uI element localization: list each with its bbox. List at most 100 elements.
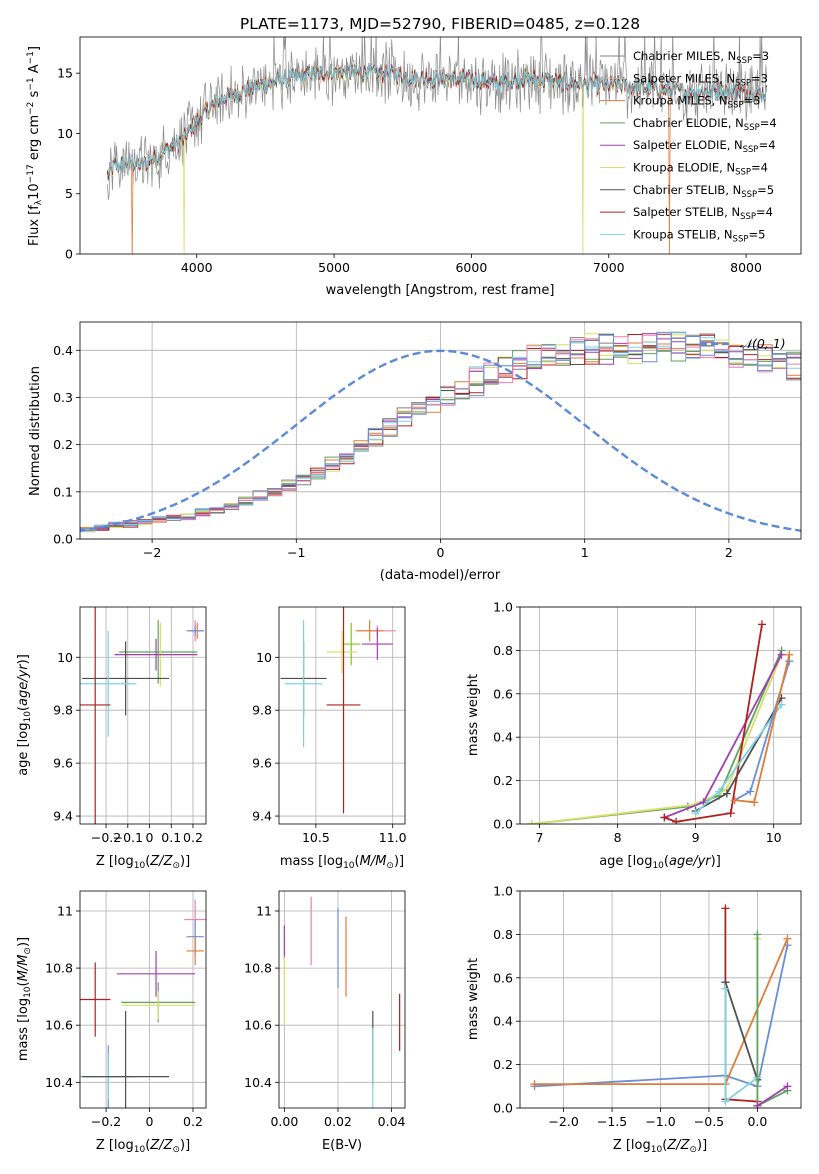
weight-line: [534, 938, 789, 1085]
weight-line: [756, 1085, 788, 1107]
x-tick-label: 0: [146, 830, 154, 845]
mass-z-xlabel: Z [log10(Z/Z⊙)]: [96, 1138, 190, 1155]
legend-label: Chabrier MILES, NSSP=3: [633, 49, 769, 66]
y-tick-label: 0.6: [493, 686, 513, 701]
x-tick-label: 0: [146, 1114, 154, 1129]
x-tick-label: 0.2: [183, 1114, 203, 1129]
legend-label: Kroupa ELODIE, NSSP=4: [633, 161, 768, 178]
normal-reference-curve: [80, 349, 801, 532]
x-tick-label: 4000: [181, 260, 213, 275]
x-tick-label: −0.1: [113, 830, 143, 845]
x-tick-label: −0.5: [694, 1114, 724, 1129]
x-tick-label: 0.00: [270, 1114, 298, 1129]
y-tick-label: 1.0: [493, 600, 513, 615]
weights-age-ylabel: mass weight: [466, 674, 481, 756]
mass-ebv-xlabel: E(B-V): [322, 1138, 362, 1153]
age-vs-mass-panel: 10.5 11.0 9.4 9.6 9.8 10 mass [log10(M/M⊙)]: [252, 606, 407, 871]
x-tick-label: 0.0: [747, 1114, 767, 1129]
y-tick-label: 10: [57, 126, 73, 141]
y-tick-label: 0.4: [493, 1014, 513, 1029]
y-tick-label: 0.0: [493, 817, 513, 832]
y-tick-label: 9.8: [53, 703, 73, 718]
x-tick-label: 9: [692, 830, 700, 845]
x-tick-label: −1.5: [597, 1114, 627, 1129]
x-tick-label: 7000: [593, 260, 625, 275]
histogram-step-line: [80, 340, 801, 530]
spectrum-ylabel: Flux [fλ10−17 erg cm−2 s−1 A−1]: [26, 46, 44, 246]
x-tick-label: 0: [437, 545, 445, 560]
y-tick-label: 15: [57, 66, 73, 81]
y-tick-label: 10.6: [244, 1018, 272, 1033]
y-tick-label: 0.2: [493, 773, 513, 788]
x-tick-label: 6000: [455, 260, 487, 275]
weight-line: [724, 981, 759, 1081]
model-spectrum-line: [107, 63, 768, 176]
legend-label: Salpeter STELIB, NSSP=4: [633, 205, 773, 222]
legend-label: Chabrier STELIB, NSSP=5: [633, 183, 774, 200]
x-tick-label: 5000: [318, 260, 350, 275]
x-tick-label: −2: [143, 545, 161, 560]
legend-label: Kroupa MILES, NSSP=3: [633, 94, 760, 111]
x-tick-label: −1: [287, 545, 305, 560]
y-tick-label: 10: [256, 650, 272, 665]
y-tick-label: 1.0: [493, 884, 513, 899]
y-tick-label: 0.1: [53, 484, 73, 499]
legend-label: Kroupa STELIB, NSSP=5: [633, 227, 765, 244]
x-tick-label: 0.04: [378, 1114, 406, 1129]
weights-vs-metallicity-panel: −2.0 −1.5 −1.0 −0.5 0.0 0.0 0.2 0.4 0.6 0.8 1.0 Z …: [466, 884, 802, 1155]
mass-vs-ebv-panel: 0.00 0.02 0.04 10.4 10.6 10.8 11 E(B-V): [244, 890, 406, 1153]
x-tick-label: −0.2: [91, 1114, 121, 1129]
y-tick-label: 10.6: [45, 1018, 73, 1033]
weights-z-ylabel: mass weight: [466, 958, 481, 1040]
residual-xlabel: (data-model)/error: [380, 568, 501, 583]
x-tick-label: 7: [536, 830, 544, 845]
age-mass-xlabel: mass [log10(M/M⊙)]: [280, 854, 404, 871]
y-tick-label: 9.6: [252, 756, 272, 771]
x-tick-label: 0.1: [161, 830, 181, 845]
y-tick-label: 11: [57, 903, 73, 918]
y-tick-label: 10.4: [244, 1075, 272, 1090]
y-tick-label: 10.8: [244, 961, 272, 976]
x-tick-label: 10.5: [302, 830, 330, 845]
x-tick-label: −1.0: [645, 1114, 675, 1129]
y-tick-label: 0.6: [493, 970, 513, 985]
figure-title: PLATE=1173, MJD=52790, FIBERID=0485, z=0…: [240, 15, 640, 33]
histogram-step-line: [80, 331, 801, 530]
residual-ylabel: Normed distribution: [28, 366, 43, 496]
age-z-ylabel: age [log10(age/yr)]: [16, 654, 33, 776]
y-tick-label: 0.4: [53, 343, 73, 358]
x-tick-label: 2: [725, 545, 733, 560]
weight-line: [534, 945, 789, 1088]
x-tick-label: −2.0: [548, 1114, 578, 1129]
y-tick-label: 0.2: [493, 1057, 513, 1072]
x-tick-label: −0.2: [91, 830, 121, 845]
x-tick-label: 0.02: [324, 1114, 352, 1129]
x-tick-label: 8000: [730, 260, 762, 275]
y-tick-label: 5: [65, 186, 73, 201]
x-tick-label: 10: [766, 830, 782, 845]
spectrum-panel: 4000 5000 6000 7000 8000 0 5 10 15 Chabrier MILE…: [26, 36, 802, 298]
weights-age-xlabel: age [log10(age/yr)]: [599, 854, 721, 871]
y-tick-label: 0.4: [493, 730, 513, 745]
histogram-step-line: [80, 331, 801, 532]
y-tick-label: 0.0: [493, 1101, 513, 1116]
y-tick-label: 0.2: [53, 437, 73, 452]
residual-histogram-panel: −2 −1 0 1 2 0.0 0.1 0.2 0.3 0.4 𝒩(0, 1) (data-mod…: [28, 321, 802, 583]
age-z-xlabel: Z [log10(Z/Z⊙)]: [96, 854, 190, 871]
reference-curve-label: 𝒩(0, 1): [740, 336, 786, 351]
weights-vs-age-panel: 7 8 9 10 0.0 0.2 0.4 0.6 0.8 1.0 age [log10(age/y…: [466, 600, 802, 871]
spectrum-frame: [79, 36, 802, 255]
y-tick-label: 9.4: [53, 809, 73, 824]
x-tick-label: 11.0: [379, 830, 407, 845]
weights-z-xlabel: Z [log10(Z/Z⊙)]: [613, 1138, 707, 1155]
mass-z-ylabel: mass [log10(M/M⊙)]: [16, 937, 33, 1061]
y-tick-label: 0: [65, 247, 73, 262]
y-tick-label: 11: [256, 903, 272, 918]
mass-vs-metallicity-panel: −0.2 0 0.2 10.4 10.6 10.8 11 Z [log10(Z/Z⊙)] m…: [16, 890, 207, 1155]
spectrum-xlabel: wavelength [Angstrom, rest frame]: [326, 283, 555, 298]
residual-legend: 𝒩(0, 1): [700, 336, 786, 351]
y-tick-label: 10: [57, 650, 73, 665]
weight-line: [531, 654, 783, 824]
y-tick-label: 9.4: [252, 809, 272, 824]
